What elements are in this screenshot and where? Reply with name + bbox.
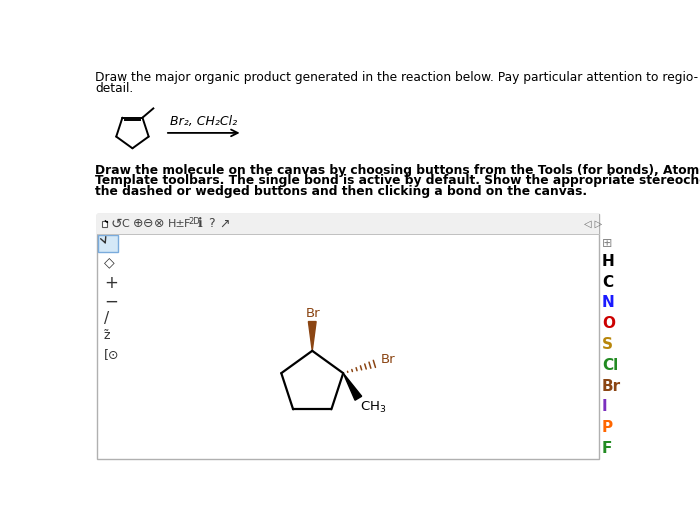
Text: [⊙: [⊙: [104, 348, 119, 361]
Text: /: /: [104, 311, 109, 326]
Text: ?: ?: [209, 217, 215, 230]
Text: P: P: [602, 420, 613, 435]
Text: Br₂, CH₂Cl₂: Br₂, CH₂Cl₂: [170, 114, 237, 128]
Text: C: C: [122, 219, 130, 229]
Text: Br: Br: [602, 378, 621, 394]
Polygon shape: [309, 322, 316, 351]
Text: 2D: 2D: [188, 217, 200, 226]
Text: Br: Br: [306, 307, 321, 320]
Text: −: −: [104, 292, 118, 310]
Text: Draw the major organic product generated in the reaction below. Pay particular a: Draw the major organic product generated…: [95, 72, 700, 84]
Text: F: F: [183, 219, 190, 229]
Text: ⊞: ⊞: [602, 237, 612, 250]
Text: H: H: [602, 254, 615, 269]
Text: F: F: [602, 441, 612, 456]
Text: ℹ: ℹ: [197, 217, 202, 230]
Text: Br: Br: [382, 353, 395, 366]
Text: H±: H±: [168, 219, 186, 229]
Polygon shape: [343, 373, 362, 400]
Bar: [97, 214, 599, 234]
Text: N: N: [602, 295, 615, 311]
Text: the dashed or wedged buttons and then clicking a bond on the canvas.: the dashed or wedged buttons and then cl…: [95, 186, 587, 198]
Bar: [97, 214, 599, 458]
Text: Template toolbars. The single bond is active by default. Show the appropriate st: Template toolbars. The single bond is ac…: [95, 174, 700, 188]
Text: S: S: [602, 337, 613, 352]
Text: Cl: Cl: [602, 358, 618, 373]
Bar: [102, 220, 107, 227]
Text: Draw the molecule on the canvas by choosing buttons from the Tools (for bonds), : Draw the molecule on the canvas by choos…: [95, 164, 700, 176]
Text: ↗: ↗: [219, 217, 230, 230]
Text: ⊕: ⊕: [132, 217, 143, 230]
Text: C: C: [602, 275, 613, 289]
Text: ↺: ↺: [111, 217, 122, 231]
Text: detail.: detail.: [95, 82, 134, 95]
Text: CH$_3$: CH$_3$: [360, 400, 386, 415]
Text: ◇: ◇: [104, 255, 114, 269]
Text: z̃: z̃: [104, 329, 111, 342]
Bar: [97, 235, 118, 252]
Text: ⊗: ⊗: [154, 217, 164, 230]
Text: ◁ ▷: ◁ ▷: [584, 219, 601, 229]
Text: O: O: [602, 316, 615, 331]
Text: I: I: [602, 399, 608, 414]
Text: +: +: [104, 274, 118, 292]
Text: ⊖: ⊖: [144, 217, 154, 230]
